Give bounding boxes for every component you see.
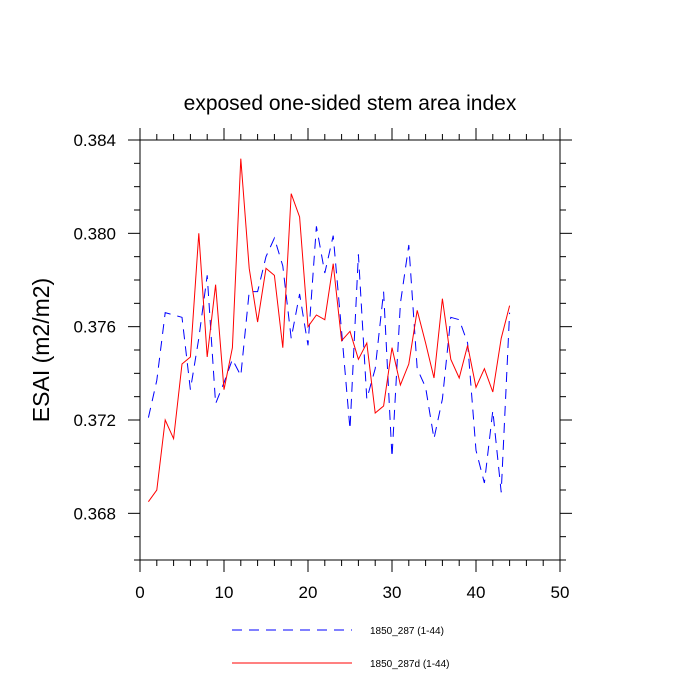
series-lines <box>147 158 511 502</box>
legend-label-series-2: 1850_287d (1-44) <box>370 659 450 670</box>
plot-frame <box>139 139 561 561</box>
y-tick-label: 0.372 <box>73 411 116 430</box>
x-tick-label: 0 <box>135 583 144 602</box>
y-tick-label: 0.376 <box>73 318 116 337</box>
legend-label-series-1: 1850_287 (1-44) <box>370 626 444 637</box>
y-axis-label: ESAI (m2/m2) <box>28 278 54 422</box>
series-line-2 <box>147 158 511 502</box>
x-tick-label: 50 <box>551 583 570 602</box>
x-tick-label: 20 <box>299 583 318 602</box>
x-tick-label: 40 <box>467 583 486 602</box>
y-tick-label: 0.384 <box>73 131 116 150</box>
axis-ticks <box>128 128 572 572</box>
x-tick-label: 30 <box>383 583 402 602</box>
y-tick-labels: 0.368 0.372 0.376 0.380 0.384 <box>73 131 116 523</box>
series-line-1 <box>147 226 511 493</box>
y-tick-label: 0.368 <box>73 504 116 523</box>
chart-title: exposed one-sided stem area index <box>184 92 517 115</box>
x-tick-labels: 0 10 20 30 40 50 <box>135 583 569 602</box>
legend: 1850_287 (1-44) 1850_287d (1-44) <box>232 626 450 670</box>
x-tick-label: 10 <box>215 583 234 602</box>
y-tick-label: 0.380 <box>73 224 116 243</box>
